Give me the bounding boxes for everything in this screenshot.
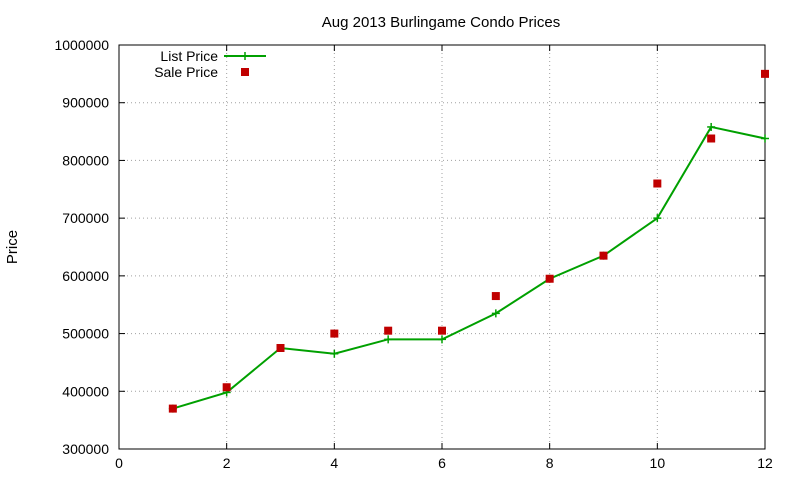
grid [119,45,765,449]
legend-label: List Price [160,48,218,64]
data-point-sale-price [330,329,339,338]
data-point-list-price [653,214,662,223]
y-tick-label: 600000 [62,268,109,284]
legend-marker [241,68,249,76]
plot-area [168,69,769,413]
x-tick-label: 12 [757,455,773,471]
legend-label: Sale Price [154,64,218,80]
y-tick-label: 700000 [62,210,109,226]
series-line-list-price [172,125,766,410]
data-point-sale-price [599,251,608,260]
y-tick-label: 500000 [62,326,109,342]
y-axis-ticks: 300000 400000 500000 600000 700000 800000 9000… [54,37,765,457]
data-point-sale-price [384,326,393,335]
data-point-sale-price [653,179,662,188]
data-point-sale-price [222,383,231,392]
data-point-sale-price [491,292,500,301]
data-point-sale-price [438,326,446,335]
data-point-list-price [438,335,446,344]
y-tick-label: 300000 [62,441,109,457]
data-point-sale-price [545,274,554,283]
y-tick-label: 1000000 [54,37,109,53]
x-tick-label: 4 [330,455,338,471]
y-tick-label: 400000 [62,383,109,399]
data-point-list-price [761,134,769,143]
y-axis-label: Price [4,230,21,264]
data-point-list-price [330,349,339,358]
x-tick-label: 10 [650,455,666,471]
x-tick-label: 2 [223,455,231,471]
x-axis-ticks: 0 2 4 6 8 10 12 [115,45,773,471]
y-tick-label: 800000 [62,152,109,168]
x-tick-label: 0 [115,455,123,471]
chart-title: Aug 2013 Burlingame Condo Prices [322,14,560,31]
legend-marker [241,52,249,60]
x-tick-label: 6 [438,455,446,471]
data-point-list-price [491,309,500,318]
data-point-sale-price [276,344,285,352]
x-tick-label: 8 [546,455,554,471]
y-tick-label: 900000 [62,95,109,111]
data-point-sale-price [707,134,716,143]
data-point-list-price [707,122,716,131]
data-point-sale-price [168,404,177,413]
data-point-sale-price [761,69,769,78]
data-point-list-price [384,335,393,344]
